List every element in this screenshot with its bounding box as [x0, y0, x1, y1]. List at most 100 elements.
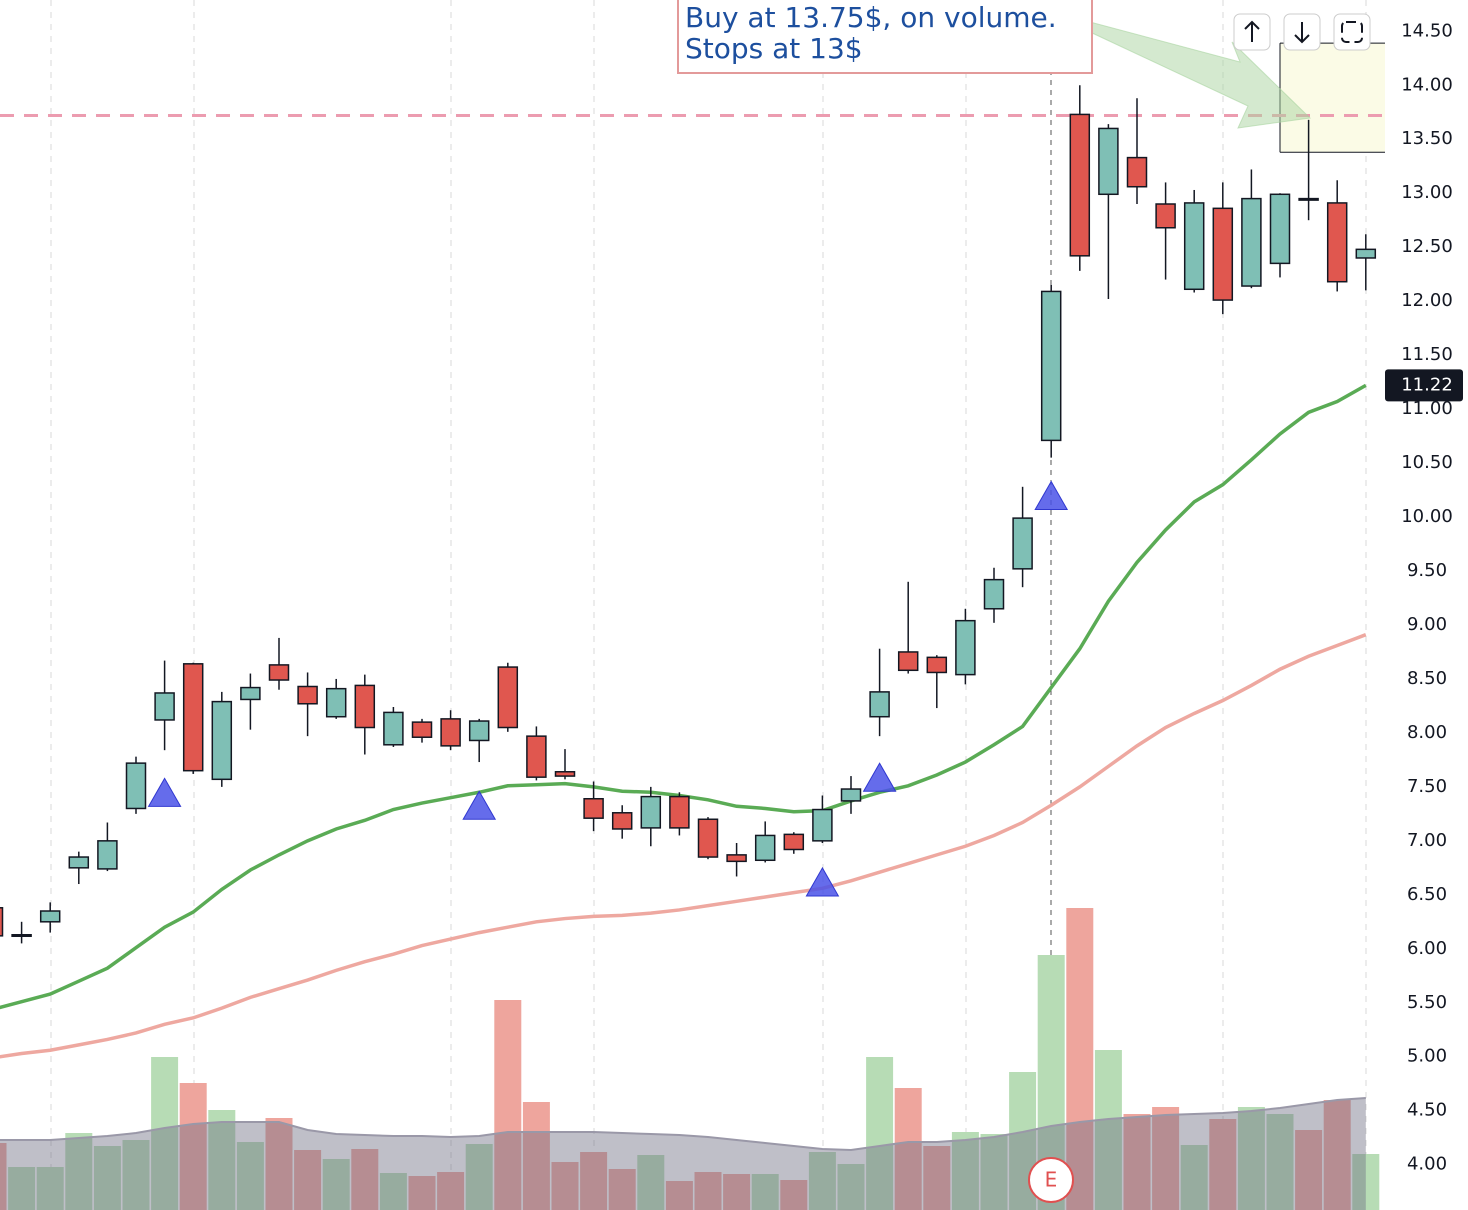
- candle-body: [182, 663, 204, 772]
- y-tick-label: 8.00: [1407, 722, 1447, 743]
- candle-body: [1155, 203, 1176, 229]
- candle-body: [468, 720, 490, 742]
- candle-body: [1126, 156, 1148, 188]
- candle-body: [754, 834, 776, 862]
- volume-bar: [923, 1146, 951, 1210]
- volume-bar: [408, 1176, 436, 1210]
- volume-ma-line: [0, 1097, 1366, 1152]
- candle-body: [240, 686, 261, 701]
- candle-body: [640, 795, 662, 829]
- candle-body: [325, 687, 347, 718]
- annotation-text: Buy at 13.75$, on volume.: [685, 1, 1057, 34]
- annotation-text: Stops at 13$: [685, 32, 863, 65]
- volume-bar: [93, 1146, 121, 1210]
- candle-body: [554, 771, 576, 777]
- volume-bar: [437, 1172, 465, 1210]
- candle-body: [440, 718, 461, 747]
- candle-body: [812, 808, 833, 842]
- down-icon: [1294, 22, 1310, 44]
- volume-bar: [894, 1088, 922, 1210]
- candle-body: [268, 664, 290, 681]
- volume-bar: [637, 1155, 665, 1210]
- candle-body: [1012, 517, 1033, 570]
- volume-bar: [580, 1152, 608, 1210]
- candle-body: [526, 735, 547, 778]
- candle-body: [583, 798, 604, 819]
- volume-bar: [780, 1180, 808, 1210]
- volume-bar: [36, 1167, 64, 1210]
- y-tick-label: 10.50: [1401, 452, 1453, 473]
- candle-body: [1355, 248, 1377, 259]
- candle-body: [97, 840, 118, 870]
- price-axis-labels: 4.00 4.50 5.00 5.50 6.00 6.50 7.00 7.50 8.00 8.50…: [1385, 20, 1463, 1175]
- price-pane: E: [0, 42, 1385, 1203]
- earnings-circle: [1028, 1157, 1074, 1203]
- candle-body: [926, 656, 948, 674]
- y-tick-label: 5.00: [1407, 1046, 1447, 1067]
- toolbar: [1233, 13, 1371, 51]
- y-tick-label: 6.50: [1407, 884, 1447, 905]
- y-tick-label: 5.50: [1407, 992, 1447, 1013]
- volume-bar: [236, 1142, 264, 1210]
- y-tick-label: 9.00: [1407, 614, 1447, 635]
- volume-bar: [8, 1167, 36, 1210]
- y-tick-label: 13.50: [1401, 128, 1453, 149]
- candle-body: [39, 910, 61, 923]
- candle-body: [411, 721, 433, 738]
- price-axis: [1385, 0, 1468, 1210]
- y-tick-label: 14.00: [1401, 74, 1453, 95]
- volume-bar: [1295, 1130, 1323, 1210]
- volume-bar: [522, 1102, 550, 1210]
- candle-body: [1298, 197, 1319, 201]
- candle-body: [11, 934, 32, 938]
- candle-body: [840, 788, 862, 802]
- candle-body: [0, 907, 4, 937]
- position-box: [1280, 43, 1385, 153]
- candle-body: [783, 833, 805, 851]
- y-tick-label: 12.50: [1401, 236, 1453, 257]
- fullscreen-button[interactable]: [1333, 13, 1371, 51]
- volume-bar: [122, 1140, 150, 1210]
- candle-body: [211, 700, 233, 781]
- signal-marker: [1034, 480, 1069, 511]
- candle-body: [1183, 202, 1205, 291]
- y-tick-label: 14.50: [1401, 20, 1453, 41]
- y-tick-label: 8.50: [1407, 668, 1447, 689]
- y-tick-label: 4.00: [1407, 1154, 1447, 1175]
- volume-bar: [1352, 1154, 1380, 1210]
- time-grid: [50, 0, 1367, 1210]
- volume-bar: [379, 1173, 407, 1210]
- y-tick-label: 11.00: [1401, 398, 1453, 419]
- candle-body: [611, 812, 633, 830]
- candle-body: [1241, 197, 1262, 287]
- annotation-box: [677, 0, 1093, 74]
- volume-bar: [151, 1057, 179, 1210]
- volume-bar: [65, 1133, 93, 1210]
- volume-bar: [723, 1174, 751, 1210]
- candle-body: [125, 762, 147, 810]
- candle-body: [1269, 193, 1291, 265]
- candle-body: [955, 619, 976, 676]
- candle-body: [726, 854, 747, 863]
- candle-body: [154, 692, 175, 721]
- y-tick-label: 6.00: [1407, 938, 1447, 959]
- volume-bar: [551, 1162, 579, 1210]
- candle-body: [383, 711, 404, 746]
- volume-bar: [1266, 1114, 1294, 1210]
- volume-bar: [751, 1174, 779, 1210]
- volume-bar: [322, 1159, 350, 1210]
- signal-marker: [462, 790, 497, 820]
- volume-bar: [1180, 1145, 1208, 1210]
- volume-bar: [808, 1152, 836, 1210]
- candle-body: [1069, 113, 1091, 257]
- last-price-label: 11.22: [1401, 374, 1453, 395]
- volume-bar: [980, 1134, 1008, 1210]
- volume-bar: [608, 1169, 636, 1210]
- candle-body: [297, 685, 318, 705]
- candle-body: [1040, 290, 1062, 442]
- annotation-arrow: [1089, 21, 1312, 129]
- candle-body: [1212, 207, 1234, 301]
- y-tick-label: 12.00: [1401, 290, 1453, 311]
- volume-bar: [837, 1164, 865, 1210]
